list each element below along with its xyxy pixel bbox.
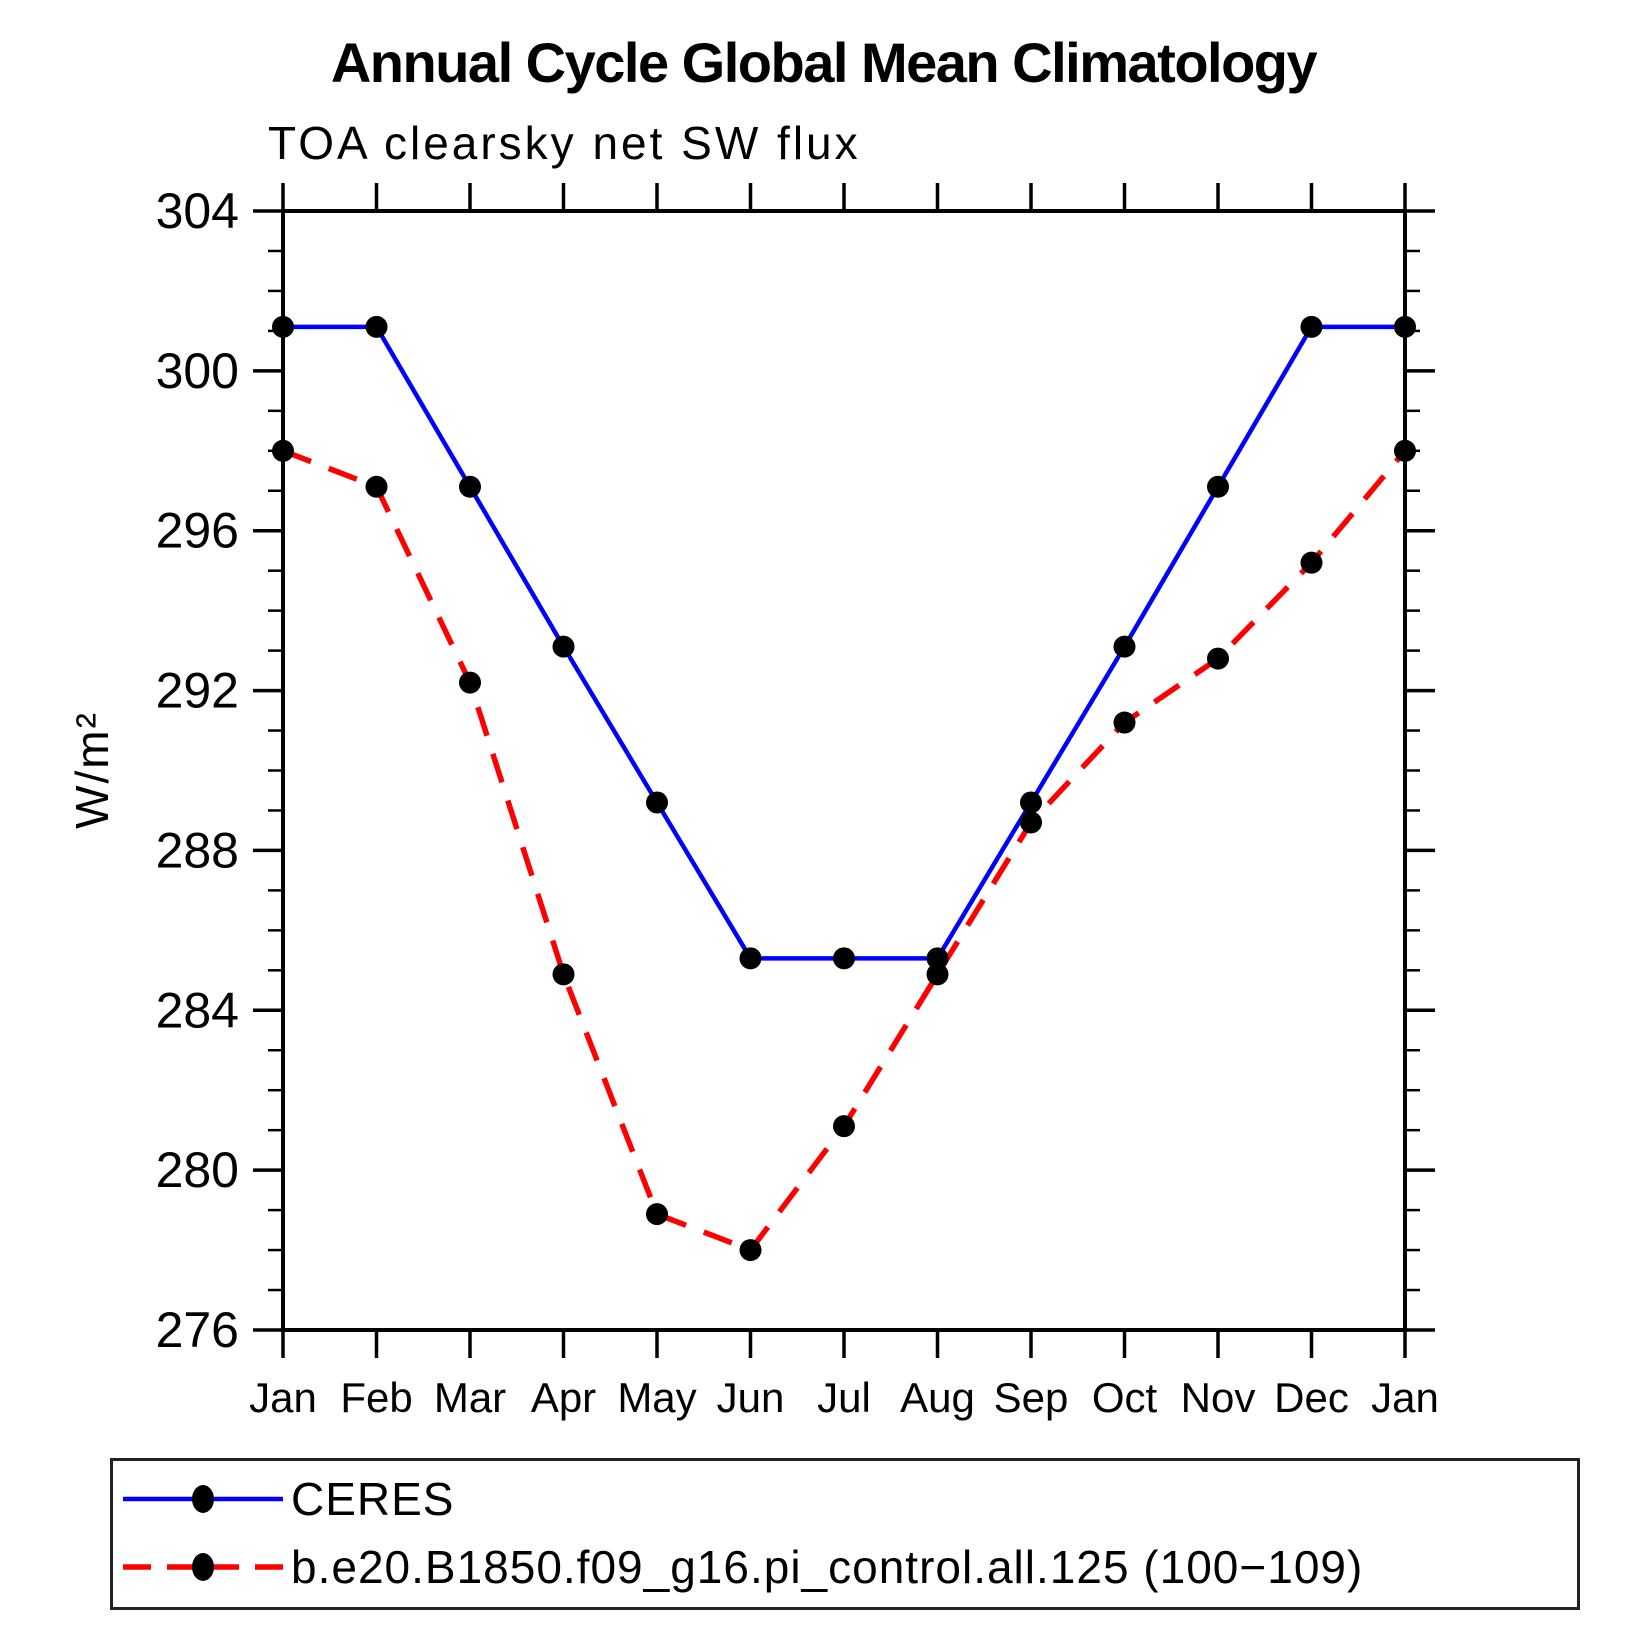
marker-ceres-Nov-10: [1207, 475, 1229, 498]
legend-label-ceres: CERES: [291, 1473, 455, 1525]
x-tick-label-Oct-9: Oct: [1092, 1374, 1158, 1421]
marker-ceres-Jun-5: [739, 947, 762, 970]
x-tick-label-May-4: May: [617, 1374, 696, 1421]
x-tick-label-Nov-10: Nov: [1181, 1374, 1256, 1421]
marker-model-Dec-11: [1300, 551, 1323, 574]
marker-model-Aug-7: [926, 963, 949, 986]
marker-model-Apr-3: [552, 963, 575, 986]
marker-ceres-Dec-11: [1300, 315, 1323, 338]
y-tick-label-284: 284: [156, 982, 239, 1038]
x-tick-label-Dec-11: Dec: [1274, 1374, 1349, 1421]
marker-ceres-Jul-6: [833, 947, 855, 970]
marker-ceres-Feb-1: [365, 315, 388, 338]
marker-model-Oct-9: [1113, 711, 1136, 734]
plot-box: [281, 209, 1407, 1332]
legend-sample-ceres-line: [123, 1485, 283, 1513]
marker-model-Jan-0: [272, 439, 294, 462]
y-tick-label-292: 292: [156, 663, 239, 719]
marker-model-Feb-1: [365, 475, 388, 498]
x-tick-label-Aug-7: Aug: [900, 1374, 975, 1421]
legend-label-model: b.e20.B1850.f09_g16.pi_control.all.125 (…: [291, 1541, 1364, 1593]
legend-ceres-marker: [192, 1485, 214, 1513]
x-tick-label-Jan-0: Jan: [249, 1374, 317, 1421]
chart-subtitle: TOA clearsky net SW flux: [268, 117, 861, 169]
marker-model-Jan-12: [1394, 439, 1416, 462]
marker-model-May-4: [646, 1203, 668, 1226]
marker-model-Jun-5: [739, 1239, 762, 1262]
marker-ceres-Jan-12: [1394, 315, 1416, 338]
marker-ceres-Oct-9: [1113, 635, 1136, 658]
x-tick-label-Jun-5: Jun: [717, 1374, 785, 1421]
x-tick-label-Apr-3: Apr: [531, 1374, 596, 1421]
x-tick-label-Mar-2: Mar: [434, 1374, 506, 1421]
x-tick-label-Sep-8: Sep: [994, 1374, 1069, 1421]
y-tick-label-288: 288: [156, 822, 239, 878]
marker-ceres-May-4: [646, 791, 668, 814]
marker-model-Nov-10: [1207, 647, 1229, 670]
x-tick-label-Feb-1: Feb: [340, 1374, 412, 1421]
y-tick-label-300: 300: [156, 343, 239, 399]
marker-ceres-Apr-3: [552, 635, 575, 658]
legend-row-model: b.e20.B1850.f09_g16.pi_control.all.125 (…: [121, 1541, 1363, 1593]
y-tick-label-304: 304: [156, 183, 239, 239]
y-tick-label-296: 296: [156, 503, 239, 559]
marker-model-Mar-2: [459, 671, 481, 694]
marker-model-Jul-6: [833, 1115, 855, 1138]
marker-ceres-Jan-0: [272, 315, 294, 338]
legend: CERES b.e20.B1850.f09_g16.pi_control.all…: [110, 1458, 1580, 1610]
chart-title: Annual Cycle Global Mean Climatology: [330, 31, 1318, 94]
marker-model-Sep-8: [1020, 811, 1042, 834]
y-tick-label-276: 276: [156, 1302, 239, 1358]
y-tick-label-280: 280: [156, 1142, 239, 1198]
x-tick-label-Jan-12: Jan: [1371, 1374, 1439, 1421]
x-tick-label-Jul-6: Jul: [817, 1374, 871, 1421]
marker-ceres-Sep-8: [1020, 791, 1042, 814]
legend-model-marker: [192, 1553, 214, 1581]
marker-ceres-Aug-7: [926, 947, 949, 970]
legend-sample-model-line: [123, 1553, 283, 1581]
marker-ceres-Mar-2: [459, 475, 481, 498]
legend-row-ceres: CERES: [121, 1473, 454, 1525]
